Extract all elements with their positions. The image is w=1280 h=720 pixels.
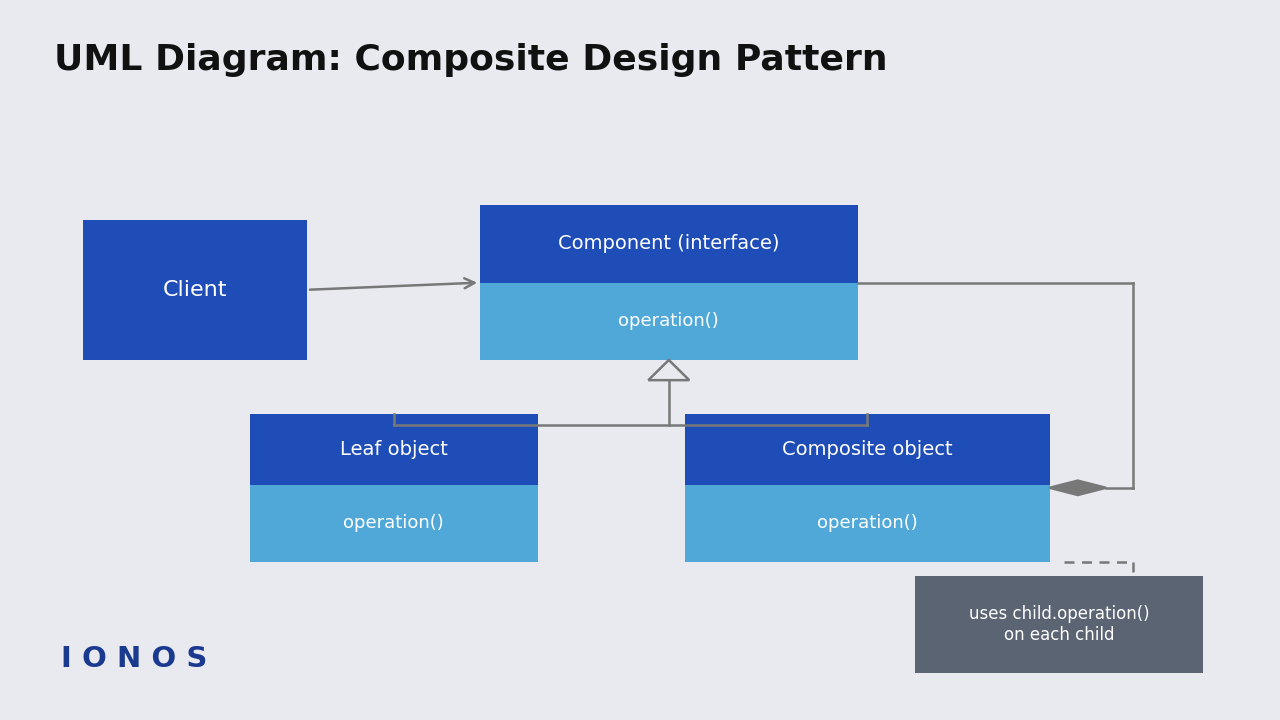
FancyBboxPatch shape bbox=[685, 485, 1050, 562]
Polygon shape bbox=[1050, 481, 1106, 495]
Text: Composite object: Composite object bbox=[782, 440, 952, 459]
FancyBboxPatch shape bbox=[915, 576, 1203, 673]
FancyBboxPatch shape bbox=[480, 282, 858, 360]
Text: Client: Client bbox=[163, 280, 228, 300]
FancyBboxPatch shape bbox=[250, 485, 538, 562]
Text: Component (interface): Component (interface) bbox=[558, 235, 780, 253]
FancyBboxPatch shape bbox=[250, 414, 538, 485]
FancyBboxPatch shape bbox=[480, 205, 858, 282]
FancyBboxPatch shape bbox=[685, 414, 1050, 485]
Text: Leaf object: Leaf object bbox=[339, 440, 448, 459]
Text: operation(): operation() bbox=[618, 312, 719, 330]
Text: I O N O S: I O N O S bbox=[61, 645, 207, 672]
Text: operation(): operation() bbox=[817, 514, 918, 532]
Text: operation(): operation() bbox=[343, 514, 444, 532]
Text: uses child.operation()
on each child: uses child.operation() on each child bbox=[969, 606, 1149, 644]
Text: UML Diagram: Composite Design Pattern: UML Diagram: Composite Design Pattern bbox=[54, 43, 887, 77]
FancyBboxPatch shape bbox=[83, 220, 307, 360]
